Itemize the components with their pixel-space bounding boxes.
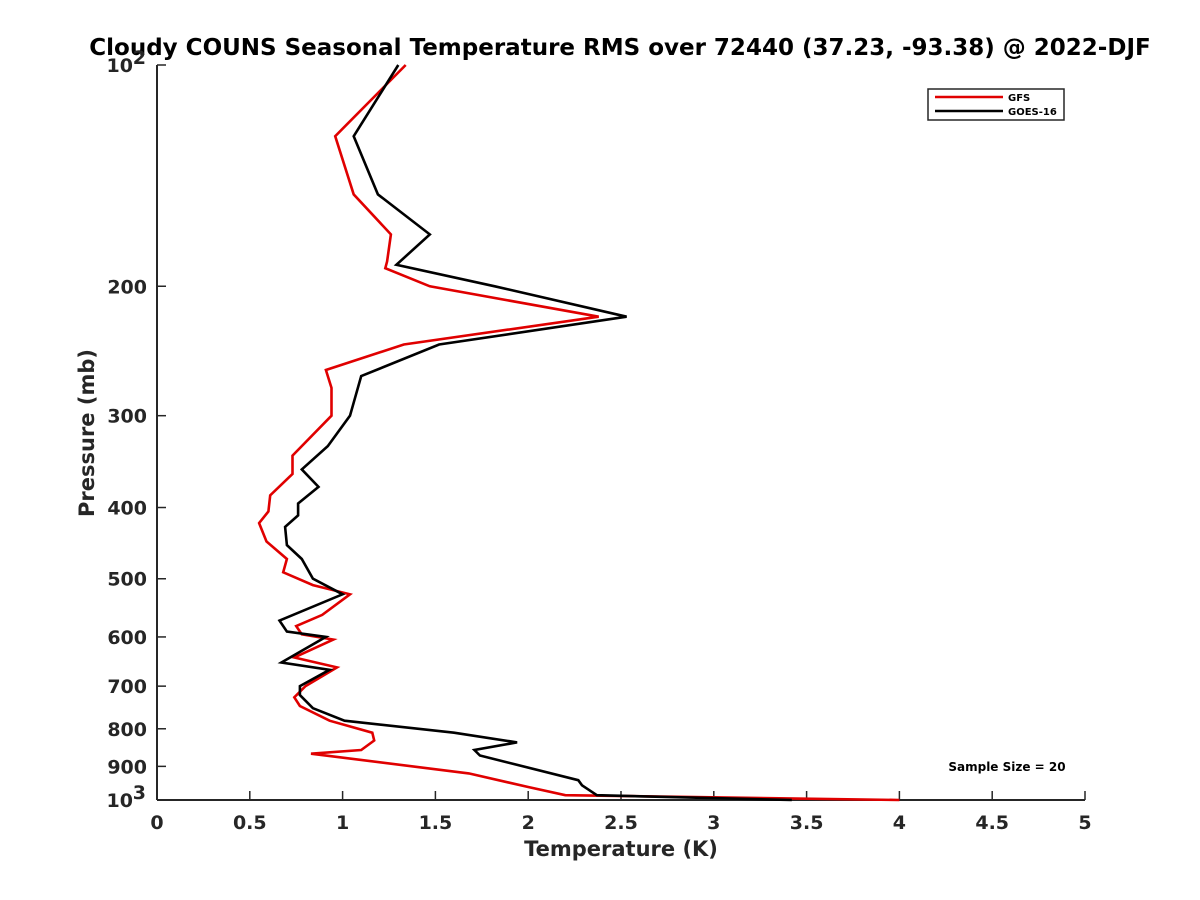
x-tick-label: 0.5 xyxy=(233,812,267,834)
x-tick-label: 2.5 xyxy=(604,812,638,834)
series-lines xyxy=(257,64,900,802)
y-tick-label: 10 xyxy=(107,55,133,77)
y-tick-label: 900 xyxy=(107,756,147,778)
x-tick-label: 2 xyxy=(522,812,535,834)
y-tick-label: 600 xyxy=(107,627,147,649)
y-tick-label: 300 xyxy=(107,406,147,428)
legend-label-goes16: GOES-16 xyxy=(1008,107,1057,118)
y-tick-label: 10 xyxy=(107,790,133,812)
y-axis-label: Pressure (mb) xyxy=(75,349,99,517)
x-tick-label: 0 xyxy=(150,812,163,834)
y-tick-label: 400 xyxy=(107,498,147,520)
series-line-goes16 xyxy=(277,64,792,802)
y-tick-exponent: 3 xyxy=(133,782,146,804)
y-tick-label: 500 xyxy=(107,569,147,591)
x-tick-label: 4 xyxy=(893,812,906,834)
legend: GFS GOES-16 xyxy=(927,88,1065,121)
x-tick-label: 1.5 xyxy=(419,812,453,834)
x-tick-label: 3 xyxy=(707,812,720,834)
x-tick-label: 1 xyxy=(336,812,349,834)
legend-box xyxy=(927,88,1065,121)
x-ticks: 0 0.5 1 1.5 2 2.5 3 3.5 4 4.5 5 xyxy=(150,791,1092,834)
series-line-gfs xyxy=(257,64,900,802)
x-tick-label: 3.5 xyxy=(790,812,824,834)
y-tick-label: 800 xyxy=(107,719,147,741)
y-tick-exponent: 2 xyxy=(133,47,146,69)
x-tick-label: 4.5 xyxy=(975,812,1009,834)
y-tick-label: 200 xyxy=(107,276,147,298)
x-tick-label: 5 xyxy=(1078,812,1091,834)
y-tick-label: 700 xyxy=(107,676,147,698)
legend-label-gfs: GFS xyxy=(1008,93,1030,104)
sample-size-annotation: Sample Size = 20 xyxy=(948,760,1065,774)
chart-title: Cloudy COUNS Seasonal Temperature RMS ov… xyxy=(89,35,1150,61)
x-axis-label: Temperature (K) xyxy=(524,837,718,861)
